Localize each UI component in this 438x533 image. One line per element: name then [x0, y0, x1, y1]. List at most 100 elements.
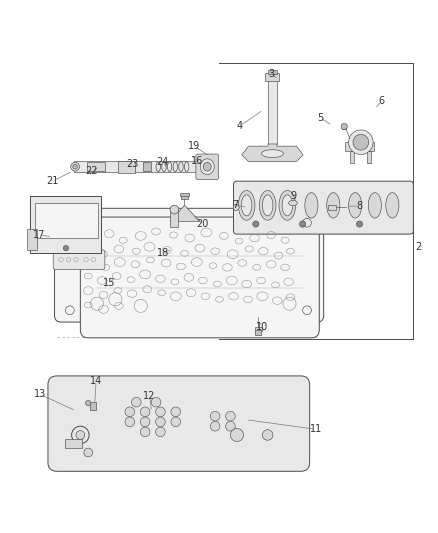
- Text: 18: 18: [156, 248, 168, 259]
- Bar: [65, 439, 82, 448]
- Circle shape: [155, 417, 165, 426]
- Ellipse shape: [241, 195, 251, 216]
- Circle shape: [262, 430, 272, 440]
- Bar: [265, 73, 279, 81]
- Bar: [327, 205, 335, 210]
- Text: 10: 10: [256, 322, 268, 332]
- Circle shape: [356, 221, 362, 227]
- FancyBboxPatch shape: [53, 250, 105, 270]
- Bar: [268, 70, 276, 74]
- Text: 4: 4: [236, 122, 242, 132]
- Circle shape: [299, 221, 305, 227]
- Text: 6: 6: [378, 96, 384, 106]
- Bar: [118, 161, 134, 173]
- Bar: [366, 151, 370, 163]
- FancyBboxPatch shape: [233, 181, 413, 234]
- Circle shape: [210, 422, 219, 431]
- Bar: [90, 402, 95, 410]
- Ellipse shape: [348, 192, 361, 218]
- Ellipse shape: [279, 190, 295, 220]
- Circle shape: [84, 448, 92, 457]
- Ellipse shape: [200, 159, 214, 175]
- Bar: [342, 124, 345, 129]
- Bar: [74, 161, 212, 172]
- Ellipse shape: [259, 190, 276, 220]
- Bar: [349, 151, 353, 163]
- Text: 19: 19: [187, 141, 200, 151]
- Circle shape: [76, 431, 85, 439]
- Bar: [87, 163, 105, 171]
- FancyBboxPatch shape: [48, 376, 309, 471]
- Text: 5: 5: [316, 112, 322, 123]
- Circle shape: [140, 407, 150, 417]
- Circle shape: [233, 204, 239, 211]
- Bar: [255, 330, 260, 335]
- Circle shape: [155, 427, 165, 437]
- Circle shape: [85, 400, 91, 406]
- Bar: [254, 327, 261, 332]
- Text: 7: 7: [231, 200, 237, 210]
- Ellipse shape: [326, 192, 339, 218]
- Circle shape: [155, 407, 165, 417]
- Circle shape: [140, 427, 150, 437]
- FancyBboxPatch shape: [54, 208, 323, 322]
- Circle shape: [348, 130, 372, 155]
- Circle shape: [170, 407, 180, 417]
- Ellipse shape: [304, 192, 317, 218]
- Bar: [344, 142, 374, 151]
- Bar: [180, 193, 188, 196]
- Bar: [27, 229, 36, 250]
- FancyBboxPatch shape: [80, 217, 318, 338]
- Bar: [181, 195, 187, 199]
- Text: 24: 24: [156, 157, 169, 167]
- Text: 15: 15: [103, 278, 115, 288]
- Circle shape: [230, 429, 243, 441]
- Ellipse shape: [238, 190, 254, 220]
- Bar: [30, 197, 101, 253]
- Text: 9: 9: [290, 191, 296, 201]
- Bar: [170, 207, 178, 227]
- Text: 22: 22: [85, 166, 98, 176]
- Text: 2: 2: [414, 242, 421, 252]
- Text: 8: 8: [356, 201, 362, 211]
- Polygon shape: [170, 205, 199, 221]
- Text: 21: 21: [46, 176, 58, 186]
- Text: 17: 17: [33, 230, 45, 240]
- Circle shape: [170, 417, 180, 426]
- Text: 3: 3: [268, 69, 274, 79]
- Circle shape: [170, 205, 178, 214]
- Ellipse shape: [385, 192, 398, 218]
- Circle shape: [125, 417, 134, 426]
- Text: 11: 11: [309, 424, 321, 434]
- Ellipse shape: [262, 195, 272, 216]
- Circle shape: [225, 411, 235, 421]
- Circle shape: [340, 124, 346, 130]
- Text: 23: 23: [127, 159, 139, 168]
- Polygon shape: [241, 144, 302, 161]
- Circle shape: [125, 407, 134, 417]
- Text: 14: 14: [90, 376, 102, 386]
- Circle shape: [63, 246, 68, 251]
- Circle shape: [73, 165, 77, 169]
- Circle shape: [252, 221, 258, 227]
- Bar: [268, 77, 276, 144]
- Bar: [143, 163, 150, 171]
- Ellipse shape: [367, 192, 381, 218]
- Text: 13: 13: [34, 389, 46, 399]
- Ellipse shape: [282, 195, 292, 216]
- Circle shape: [140, 417, 150, 426]
- Text: 12: 12: [143, 391, 155, 401]
- Circle shape: [71, 163, 79, 171]
- Text: 20: 20: [196, 219, 208, 229]
- Circle shape: [352, 134, 368, 150]
- Circle shape: [210, 411, 219, 421]
- Bar: [35, 203, 98, 238]
- FancyBboxPatch shape: [195, 154, 218, 180]
- Text: 16: 16: [190, 156, 202, 166]
- Ellipse shape: [203, 163, 211, 171]
- Circle shape: [131, 397, 141, 407]
- Circle shape: [225, 422, 235, 431]
- Ellipse shape: [261, 150, 283, 158]
- Ellipse shape: [288, 200, 297, 206]
- Circle shape: [151, 397, 160, 407]
